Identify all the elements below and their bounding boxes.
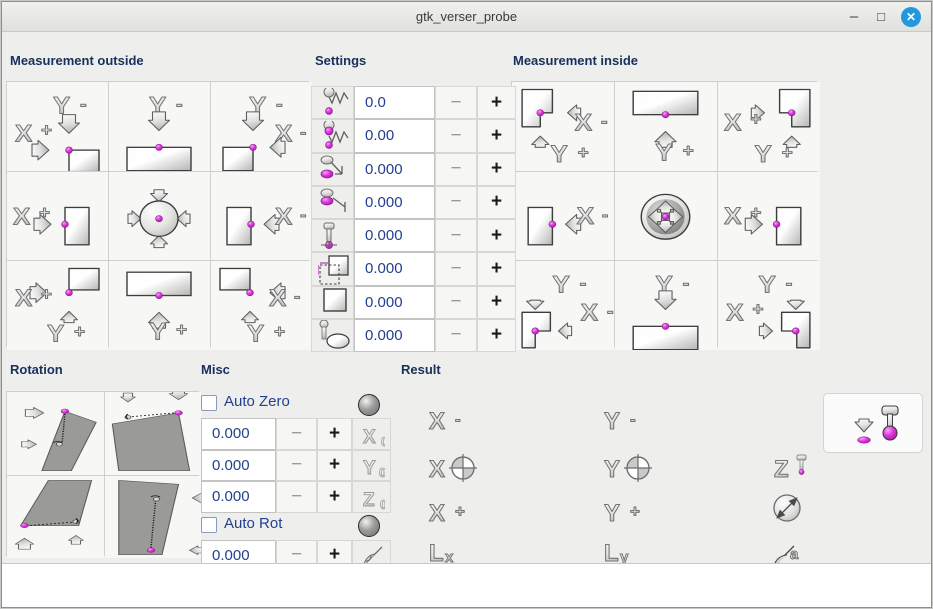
svg-text:Y: Y <box>604 408 620 435</box>
svg-text:-: - <box>607 301 614 322</box>
svg-text:+: + <box>41 120 52 140</box>
svg-text:X: X <box>581 300 599 327</box>
svg-text:Y: Y <box>655 139 673 166</box>
svg-text:-: - <box>300 122 306 142</box>
svg-text:-: - <box>786 273 793 294</box>
svg-text:Y: Y <box>47 320 65 347</box>
svg-text:Y: Y <box>758 272 776 299</box>
svg-text:X: X <box>429 500 445 527</box>
svg-text:+: + <box>578 142 589 162</box>
svg-text:X: X <box>363 427 376 447</box>
svg-text:Y: Y <box>604 500 620 527</box>
svg-text:-: - <box>630 410 636 429</box>
svg-text:-: - <box>455 410 461 429</box>
svg-text:Z: Z <box>363 490 375 510</box>
svg-text:+: + <box>750 109 761 129</box>
svg-text:0: 0 <box>380 497 385 510</box>
svg-text:+: + <box>176 320 187 340</box>
svg-text:X: X <box>577 203 595 230</box>
svg-text:+: + <box>41 284 52 304</box>
svg-text:Y: Y <box>550 141 568 168</box>
svg-text:X: X <box>15 120 33 147</box>
svg-text:+: + <box>455 502 465 521</box>
svg-text:X: X <box>575 109 593 136</box>
svg-text:Y: Y <box>552 272 570 299</box>
svg-text:+: + <box>274 321 285 341</box>
svg-text:-: - <box>80 94 87 115</box>
svg-text:+: + <box>782 142 793 162</box>
svg-text:X: X <box>726 300 744 327</box>
svg-text:a: a <box>790 546 799 563</box>
svg-text:-: - <box>602 204 608 224</box>
svg-text:-: - <box>276 94 283 115</box>
svg-text:Y: Y <box>247 320 265 347</box>
svg-text:-: - <box>601 110 608 131</box>
svg-text:0: 0 <box>379 465 385 478</box>
svg-text:+: + <box>752 299 763 319</box>
svg-text:X: X <box>724 109 742 136</box>
svg-text:X: X <box>429 408 445 435</box>
svg-text:Y: Y <box>149 318 167 345</box>
svg-text:0: 0 <box>381 434 385 447</box>
svg-text:X: X <box>724 203 742 230</box>
svg-text:Y: Y <box>604 456 620 483</box>
svg-text:-: - <box>176 94 183 115</box>
svg-text:+: + <box>74 321 85 341</box>
svg-text:Y: Y <box>363 458 376 478</box>
svg-text:-: - <box>683 273 690 294</box>
svg-text:X: X <box>13 203 31 230</box>
svg-text:X: X <box>429 456 445 483</box>
svg-text:+: + <box>683 140 694 160</box>
svg-text:X: X <box>15 285 33 312</box>
svg-text:Z: Z <box>774 456 789 483</box>
svg-text:X: X <box>275 203 293 230</box>
svg-text:-: - <box>294 286 300 306</box>
svg-text:-: - <box>300 204 306 224</box>
svg-text:Y: Y <box>754 141 772 168</box>
svg-text:+: + <box>630 502 640 521</box>
svg-text:-: - <box>580 273 587 294</box>
svg-text:X: X <box>269 285 287 312</box>
